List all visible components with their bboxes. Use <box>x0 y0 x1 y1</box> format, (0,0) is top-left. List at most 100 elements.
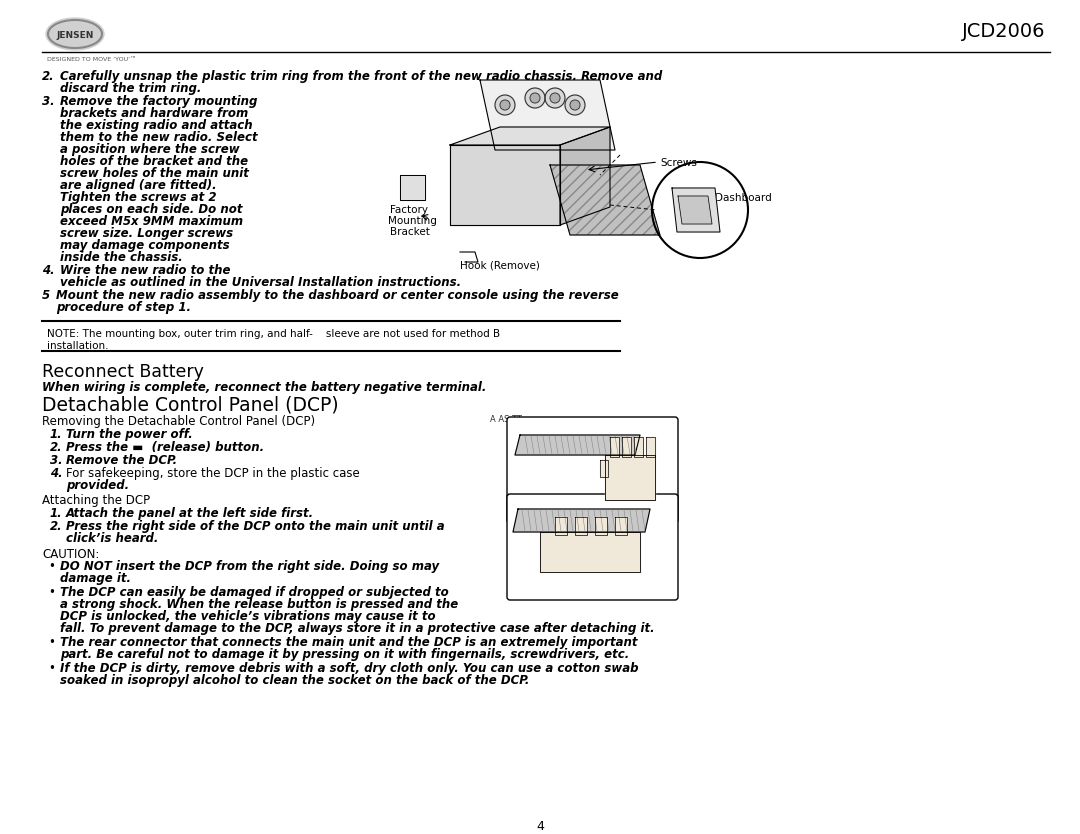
Polygon shape <box>595 517 607 535</box>
Text: them to the new radio. Select: them to the new radio. Select <box>60 131 258 144</box>
Text: •: • <box>48 560 55 573</box>
Text: Remove the DCP.: Remove the DCP. <box>66 454 177 467</box>
Text: JCD2006: JCD2006 <box>961 22 1045 41</box>
Text: damage it.: damage it. <box>60 572 131 585</box>
FancyBboxPatch shape <box>507 494 678 600</box>
Text: 1.: 1. <box>50 507 63 520</box>
Polygon shape <box>400 175 426 200</box>
Text: places on each side. Do not: places on each side. Do not <box>60 203 243 216</box>
Text: part. Be careful not to damage it by pressing on it with fingernails, screwdrive: part. Be careful not to damage it by pre… <box>60 648 630 661</box>
Circle shape <box>570 100 580 110</box>
Polygon shape <box>450 145 561 225</box>
Circle shape <box>500 100 510 110</box>
Text: DO NOT insert the DCP from the right side. Doing so may: DO NOT insert the DCP from the right sid… <box>60 560 440 573</box>
Polygon shape <box>646 437 654 457</box>
Text: Hook (Remove): Hook (Remove) <box>460 260 540 270</box>
Text: Attach the panel at the left side first.: Attach the panel at the left side first. <box>66 507 314 520</box>
Text: Mounting: Mounting <box>388 216 437 226</box>
Ellipse shape <box>46 18 104 50</box>
Polygon shape <box>605 455 654 500</box>
Circle shape <box>525 88 545 108</box>
Text: The DCP can easily be damaged if dropped or subjected to: The DCP can easily be damaged if dropped… <box>60 586 449 599</box>
Polygon shape <box>555 517 567 535</box>
Text: provided.: provided. <box>66 479 130 492</box>
Text: •: • <box>48 662 55 675</box>
Text: 4: 4 <box>536 820 544 833</box>
Text: the existing radio and attach: the existing radio and attach <box>60 119 253 132</box>
FancyBboxPatch shape <box>507 417 678 523</box>
Text: 1.: 1. <box>50 428 63 441</box>
Polygon shape <box>515 435 640 455</box>
Text: Carefully unsnap the plastic trim ring from the front of the new radio chassis. : Carefully unsnap the plastic trim ring f… <box>60 70 662 83</box>
Text: CAUTION:: CAUTION: <box>42 548 99 561</box>
Polygon shape <box>540 532 640 572</box>
Text: a strong shock. When the release button is pressed and the: a strong shock. When the release button … <box>60 598 458 611</box>
Text: 4.: 4. <box>42 264 55 277</box>
Text: discard the trim ring.: discard the trim ring. <box>60 82 201 95</box>
Circle shape <box>550 93 561 103</box>
Circle shape <box>495 95 515 115</box>
Polygon shape <box>561 127 610 225</box>
Text: 5: 5 <box>42 289 50 302</box>
Text: inside the chassis.: inside the chassis. <box>60 251 183 264</box>
Polygon shape <box>480 80 615 150</box>
Text: When wiring is complete, reconnect the battery negative terminal.: When wiring is complete, reconnect the b… <box>42 381 486 394</box>
Polygon shape <box>672 188 720 232</box>
Text: procedure of step 1.: procedure of step 1. <box>56 301 191 314</box>
Text: 2.: 2. <box>50 520 63 533</box>
Text: DESIGNED TO MOVE ‘YOU’™: DESIGNED TO MOVE ‘YOU’™ <box>48 57 136 62</box>
Text: A AS TT: A AS TT <box>490 415 522 424</box>
Polygon shape <box>622 437 631 457</box>
Text: screw holes of the main unit: screw holes of the main unit <box>60 167 248 180</box>
Text: 2.: 2. <box>50 441 63 454</box>
Text: Factory: Factory <box>390 205 428 215</box>
Text: Removing the Detachable Control Panel (DCP): Removing the Detachable Control Panel (D… <box>42 415 315 428</box>
Text: click’is heard.: click’is heard. <box>66 532 159 545</box>
Text: For safekeeping, store the DCP in the plastic case: For safekeeping, store the DCP in the pl… <box>66 467 360 480</box>
Polygon shape <box>634 437 643 457</box>
Text: The rear connector that connects the main unit and the DCP is an extremely impor: The rear connector that connects the mai… <box>60 636 637 649</box>
Text: Press the ▬  (release) button.: Press the ▬ (release) button. <box>66 441 265 454</box>
Text: Screws: Screws <box>660 158 697 168</box>
Text: If the DCP is dirty, remove debris with a soft, dry cloth only. You can use a co: If the DCP is dirty, remove debris with … <box>60 662 638 675</box>
Text: holes of the bracket and the: holes of the bracket and the <box>60 155 248 168</box>
Polygon shape <box>450 127 610 145</box>
Polygon shape <box>615 517 627 535</box>
Circle shape <box>545 88 565 108</box>
Text: Mount the new radio assembly to the dashboard or center console using the revers: Mount the new radio assembly to the dash… <box>56 289 619 302</box>
Polygon shape <box>610 437 619 457</box>
Polygon shape <box>600 460 608 477</box>
Text: brackets and hardware from: brackets and hardware from <box>60 107 248 120</box>
Text: exceed M5x 9MM maximum: exceed M5x 9MM maximum <box>60 215 243 228</box>
Polygon shape <box>550 165 660 235</box>
Text: Bracket: Bracket <box>390 227 430 237</box>
Polygon shape <box>678 196 712 224</box>
Text: Dashboard: Dashboard <box>715 193 772 203</box>
Text: Press the right side of the DCP onto the main unit until a: Press the right side of the DCP onto the… <box>66 520 445 533</box>
Circle shape <box>530 93 540 103</box>
Text: screw size. Longer screws: screw size. Longer screws <box>60 227 233 240</box>
Text: installation.: installation. <box>48 341 108 351</box>
Text: Detachable Control Panel (DCP): Detachable Control Panel (DCP) <box>42 395 339 414</box>
Polygon shape <box>513 509 650 532</box>
Text: vehicle as outlined in the Universal Installation instructions.: vehicle as outlined in the Universal Ins… <box>60 276 461 289</box>
Text: 3.: 3. <box>42 95 55 108</box>
Text: Remove the factory mounting: Remove the factory mounting <box>60 95 257 108</box>
Text: •: • <box>48 636 55 649</box>
Text: soaked in isopropyl alcohol to clean the socket on the back of the DCP.: soaked in isopropyl alcohol to clean the… <box>60 674 529 687</box>
Text: JENSEN: JENSEN <box>56 31 94 39</box>
Text: Tighten the screws at 2: Tighten the screws at 2 <box>60 191 216 204</box>
Text: NOTE: The mounting box, outer trim ring, and half-    sleeve are not used for me: NOTE: The mounting box, outer trim ring,… <box>48 329 500 339</box>
Text: may damage components: may damage components <box>60 239 230 252</box>
Text: •: • <box>48 586 55 599</box>
Text: 2.: 2. <box>42 70 55 83</box>
Text: Turn the power off.: Turn the power off. <box>66 428 192 441</box>
Text: 4.: 4. <box>50 467 63 480</box>
Text: Reconnect Battery: Reconnect Battery <box>42 363 204 381</box>
Text: Attaching the DCP: Attaching the DCP <box>42 494 150 507</box>
Text: DCP is unlocked, the vehicle’s vibrations may cause it to: DCP is unlocked, the vehicle’s vibration… <box>60 610 435 623</box>
Text: are aligned (are fitted).: are aligned (are fitted). <box>60 179 217 192</box>
Text: 3.: 3. <box>50 454 63 467</box>
Text: Wire the new radio to the: Wire the new radio to the <box>60 264 230 277</box>
Text: fall. To prevent damage to the DCP, always store it in a protective case after d: fall. To prevent damage to the DCP, alwa… <box>60 622 654 635</box>
